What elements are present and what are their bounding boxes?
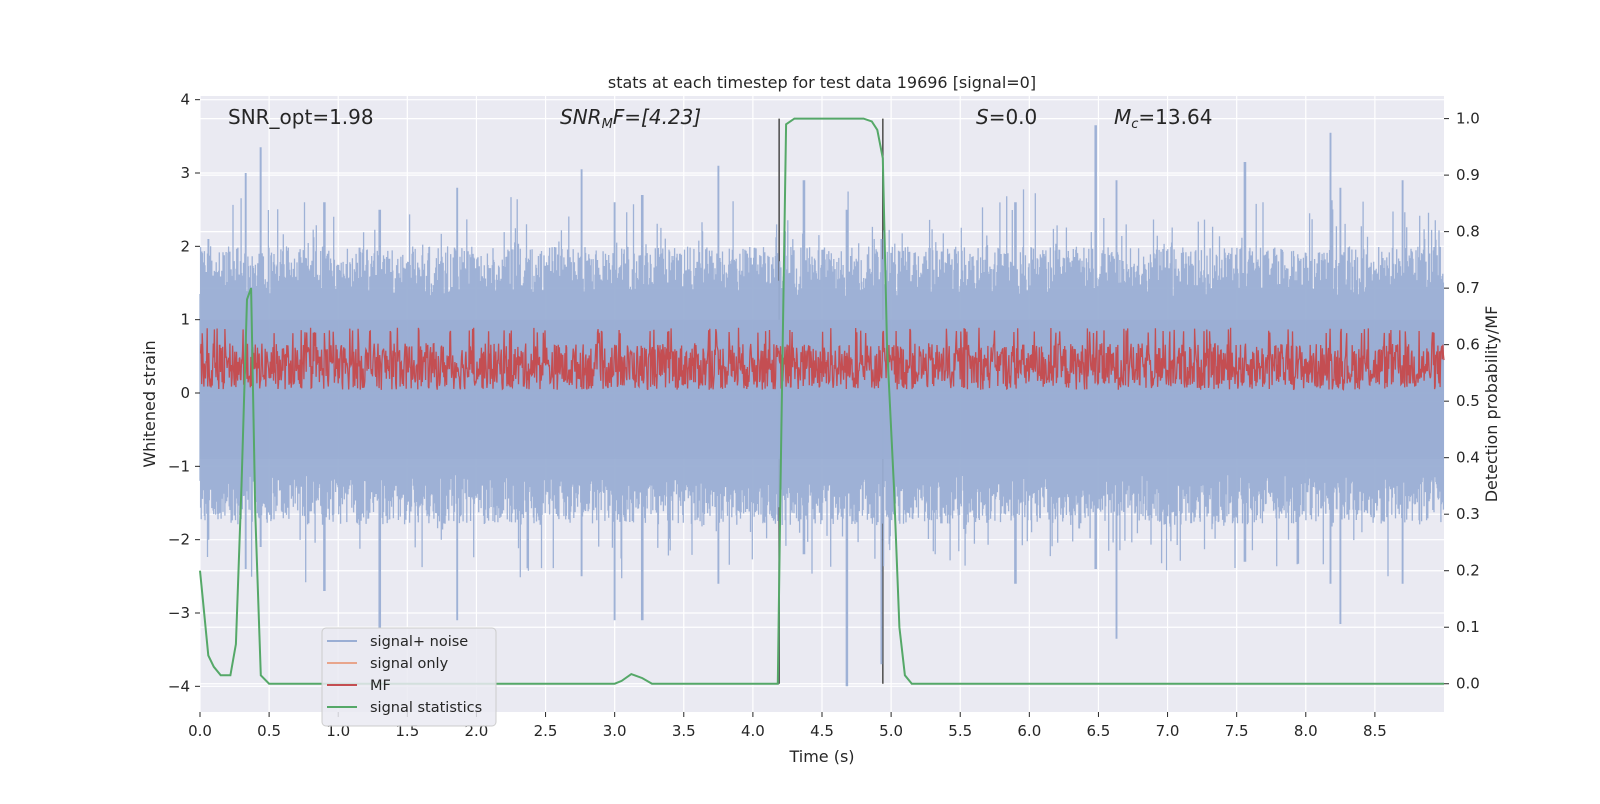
y-right-tick-label: 0.4 — [1456, 449, 1480, 467]
s-annotation: S=0.0 — [976, 105, 1037, 129]
x-tick-label: 7.0 — [1156, 722, 1180, 740]
y-right-tick-label: 0.0 — [1456, 675, 1480, 693]
s-symbol: S — [976, 105, 989, 129]
y-tick-label: 1 — [180, 311, 190, 329]
signal-statistics-line — [199, 117, 1444, 685]
x-tick-label: 0.0 — [188, 722, 212, 740]
y-tick-label: 3 — [180, 164, 190, 182]
y-right-tick-label: 0.1 — [1456, 618, 1480, 636]
snr-mf-symbol: SNR — [560, 105, 602, 129]
legend-box — [321, 627, 497, 727]
snr-opt-annotation: SNR_opt=1.98 — [228, 105, 374, 129]
legend-label-signal-only: signal only — [370, 656, 449, 672]
x-tick-label: 6.0 — [1017, 722, 1041, 740]
y-tick-label: 4 — [180, 91, 190, 109]
x-tick-label: 8.0 — [1294, 722, 1318, 740]
y-axis-right-label: Detection probability/MF — [1482, 306, 1501, 503]
x-tick-label: 3.5 — [672, 722, 696, 740]
x-tick-label: 6.5 — [1087, 722, 1111, 740]
snr-mf-annotation: SNRMF=[4.23] — [560, 105, 701, 132]
y-right-tick-label: 0.2 — [1456, 562, 1480, 580]
snr-mf-subscript: M — [602, 117, 613, 132]
x-tick-label: 5.0 — [879, 722, 903, 740]
x-tick-label: 4.0 — [741, 722, 765, 740]
mc-subscript: c — [1131, 117, 1138, 132]
y-right-tick-label: 0.8 — [1456, 223, 1480, 241]
y-right-tick-label: 0.7 — [1456, 279, 1480, 297]
x-tick-label: 8.5 — [1363, 722, 1387, 740]
y-right-tick-label: 1.0 — [1456, 110, 1480, 128]
y-tick-label: −2 — [168, 531, 190, 549]
x-tick-label: 2.5 — [534, 722, 558, 740]
x-tick-label: 5.5 — [948, 722, 972, 740]
mc-annotation: Mc=13.64 — [1114, 105, 1212, 132]
y-right-tick-label: 0.6 — [1456, 336, 1480, 354]
y-right-tick-label: 0.5 — [1456, 392, 1480, 410]
s-value: =0.0 — [989, 105, 1038, 129]
mc-value: =13.64 — [1138, 105, 1212, 129]
snr-mf-value: F=[4.23] — [613, 105, 701, 129]
legend-label-mf: MF — [370, 678, 391, 694]
y-tick-label: −1 — [168, 457, 190, 475]
y-tick-label: −4 — [168, 677, 190, 695]
legend: signal+ noise signal only MF signal stat… — [321, 627, 497, 727]
legend-label-noise: signal+ noise — [370, 634, 468, 650]
legend-label-signal-statistics: signal statistics — [370, 700, 482, 716]
x-tick-label: 7.5 — [1225, 722, 1249, 740]
x-axis-label: Time (s) — [788, 747, 854, 766]
mc-symbol: M — [1114, 105, 1131, 129]
y-right-tick-label: 0.9 — [1456, 166, 1480, 184]
x-tick-label: 3.0 — [603, 722, 627, 740]
x-tick-label: 4.5 — [810, 722, 834, 740]
mf-line — [199, 327, 1445, 391]
y-tick-label: 0 — [180, 384, 190, 402]
y-tick-label: 2 — [180, 237, 190, 255]
y-axis-label: Whitened strain — [140, 340, 159, 467]
chart-title: stats at each timestep for test data 196… — [608, 73, 1036, 92]
x-tick-label: 0.5 — [257, 722, 281, 740]
y-tick-label: −3 — [168, 604, 190, 622]
y-right-tick-label: 0.3 — [1456, 505, 1480, 523]
